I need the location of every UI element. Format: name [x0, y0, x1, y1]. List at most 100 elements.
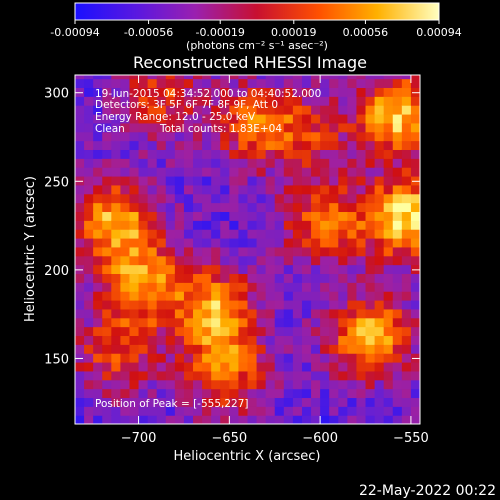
heatmap-cell: [174, 273, 185, 283]
heatmap-cell: [247, 211, 258, 221]
heatmap-cell: [274, 184, 285, 195]
heatmap-cell: [129, 361, 140, 372]
heatmap-cell: [311, 75, 321, 80]
heatmap-cell: [283, 273, 294, 283]
heatmap-cell: [183, 113, 194, 124]
heatmap-cell: [320, 184, 330, 195]
heatmap-cell: [165, 237, 176, 248]
heatmap-cell: [202, 131, 212, 142]
heatmap-cell: [93, 220, 103, 230]
heatmap-cell: [274, 211, 285, 221]
heatmap-cell: [329, 220, 339, 230]
heatmap-cell: [283, 344, 294, 354]
heatmap-cell: [383, 167, 394, 177]
heatmap-cell: [274, 167, 285, 177]
heatmap-cell: [265, 211, 276, 221]
heatmap-cell: [356, 105, 367, 115]
heatmap-cell: [247, 406, 258, 416]
heatmap-cell: [356, 87, 367, 97]
heatmap-cell: [156, 335, 167, 345]
heatmap-cell: [292, 246, 303, 257]
heatmap-cell: [338, 255, 348, 266]
heatmap-cell: [320, 326, 330, 337]
heatmap-cell: [84, 255, 94, 266]
heatmap-cell: [75, 87, 85, 97]
heatmap-cell: [265, 131, 276, 142]
heatmap-cell: [374, 122, 385, 133]
heatmap-cell: [247, 78, 258, 89]
heatmap-cell: [75, 370, 85, 381]
heatmap-cell: [120, 388, 131, 399]
heatmap-cell: [138, 406, 149, 416]
heatmap-cell: [165, 353, 176, 363]
heatmap-cell: [256, 335, 267, 345]
heatmap-cell: [301, 335, 312, 345]
heatmap-cell: [311, 113, 321, 124]
heatmap-cell: [174, 149, 185, 159]
heatmap-cell: [102, 335, 112, 345]
heatmap-cell: [202, 299, 212, 310]
heatmap-cell: [138, 78, 149, 89]
heatmap-cell: [247, 264, 258, 275]
heatmap-cell: [156, 246, 167, 257]
heatmap-cell: [84, 264, 94, 275]
heatmap-cell: [156, 131, 167, 142]
heatmap-cell: [138, 255, 149, 266]
heatmap-cell: [202, 96, 212, 106]
heatmap-cell: [301, 388, 312, 399]
heatmap-cell: [111, 406, 121, 416]
heatmap-cell: [183, 167, 194, 177]
heatmap-cell: [329, 193, 339, 204]
heatmap-cell: [211, 255, 221, 266]
heatmap-cell: [120, 326, 131, 337]
heatmap-cell: [292, 105, 303, 115]
heatmap-cell: [347, 246, 358, 257]
heatmap-cell: [102, 78, 112, 89]
heatmap-cell: [156, 388, 167, 399]
heatmap-cell: [401, 344, 412, 354]
heatmap-cell: [111, 282, 121, 292]
heatmap-cell: [238, 167, 249, 177]
heatmap-cell: [75, 299, 85, 310]
heatmap-cell: [401, 326, 412, 337]
heatmap-cell: [301, 291, 312, 301]
heatmap-cell: [265, 167, 276, 177]
heatmap-cell: [274, 361, 285, 372]
heatmap-cell: [410, 264, 420, 275]
heatmap-cell: [265, 246, 276, 257]
heatmap-cell: [283, 379, 294, 390]
heatmap-cell: [256, 264, 267, 275]
heatmap-cell: [283, 75, 294, 80]
heatmap-cell: [338, 140, 348, 151]
heatmap-cell: [156, 87, 167, 97]
heatmap-cell: [156, 255, 167, 266]
heatmap-cell: [138, 317, 149, 328]
heatmap-cell: [193, 353, 203, 363]
heatmap-cell: [347, 75, 358, 80]
heatmap-cell: [301, 344, 312, 354]
heatmap-cell: [229, 397, 240, 407]
heatmap-cell: [165, 149, 176, 159]
heatmap-cell: [265, 335, 276, 345]
heatmap-cell: [401, 282, 412, 292]
heatmap-cell: [129, 211, 140, 221]
heatmap-cell: [84, 131, 94, 142]
heatmap-cell: [111, 237, 121, 248]
heatmap-cell: [183, 75, 194, 80]
heatmap-cell: [247, 308, 258, 319]
heatmap-cell: [211, 96, 221, 106]
heatmap-cell: [401, 75, 412, 80]
heatmap-cell: [274, 282, 285, 292]
heatmap-cell: [410, 353, 420, 363]
heatmap-cell: [374, 335, 385, 345]
heatmap-cell: [274, 299, 285, 310]
heatmap-cell: [292, 122, 303, 133]
heatmap-cell: [165, 75, 176, 80]
heatmap-cell: [202, 220, 212, 230]
heatmap-cell: [301, 113, 312, 124]
heatmap-cell: [220, 326, 230, 337]
heatmap-cell: [120, 415, 131, 424]
heatmap-cell: [256, 291, 267, 301]
heatmap-cell: [320, 299, 330, 310]
heatmap-cell: [410, 211, 420, 221]
